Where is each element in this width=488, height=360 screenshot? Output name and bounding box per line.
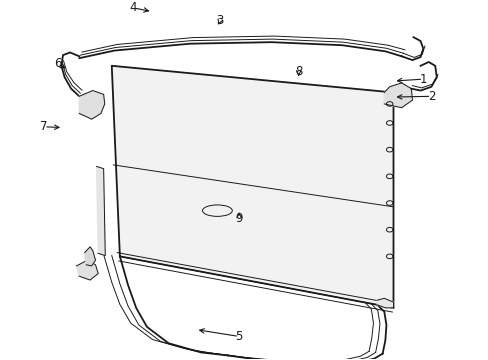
Polygon shape [79,91,104,119]
Text: 2: 2 [427,90,434,103]
Text: 7: 7 [40,120,48,133]
Polygon shape [384,83,411,108]
Text: 9: 9 [235,212,243,225]
Text: 3: 3 [216,14,224,27]
Polygon shape [84,247,95,266]
Polygon shape [376,298,393,308]
Polygon shape [97,166,105,256]
Text: 8: 8 [294,65,302,78]
Text: 6: 6 [54,57,61,71]
Text: 4: 4 [129,1,137,14]
Text: 5: 5 [235,330,242,343]
Polygon shape [77,260,98,280]
Polygon shape [112,66,393,308]
Text: 1: 1 [419,73,426,86]
